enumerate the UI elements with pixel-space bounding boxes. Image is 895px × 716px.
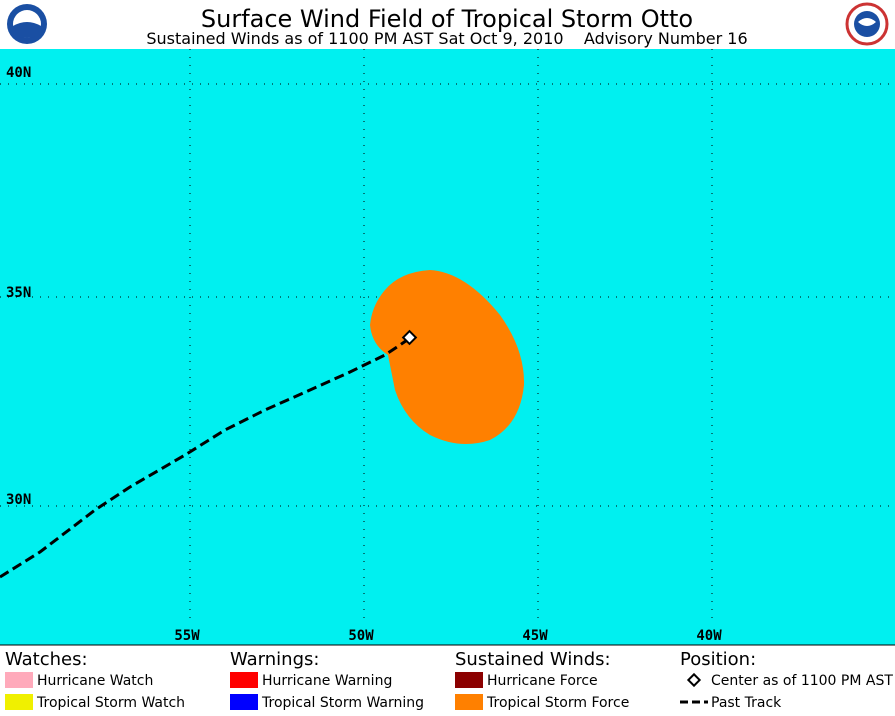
lon-label: 45W — [522, 628, 548, 644]
past-track — [0, 336, 411, 579]
legend-item: Hurricane Force — [487, 673, 598, 689]
swatch — [455, 672, 483, 688]
lat-label: 30N — [6, 492, 31, 508]
legend-item: Center as of 1100 PM AST — [711, 673, 893, 689]
subtitle: Sustained Winds as of 1100 PM AST Sat Oc… — [146, 29, 747, 48]
legend-item: Tropical Storm Force — [486, 695, 629, 711]
legend-heading: Position: — [680, 649, 756, 670]
title: Surface Wind Field of Tropical Storm Ott… — [201, 5, 693, 33]
legend-item: Tropical Storm Warning — [261, 695, 424, 711]
swatch — [686, 672, 702, 688]
graticule — [0, 49, 895, 625]
storm-center — [401, 329, 418, 346]
swatch — [230, 694, 258, 710]
legend-item: Tropical Storm Watch — [36, 695, 185, 711]
swatch — [5, 694, 33, 710]
swatch — [455, 694, 483, 710]
lon-label: 40W — [696, 628, 722, 644]
legend-heading: Watches: — [5, 649, 88, 670]
noaa-logo — [7, 4, 47, 44]
lat-label: 40N — [6, 65, 31, 81]
legend-heading: Warnings: — [230, 649, 319, 670]
tropical-storm-wind-field — [370, 270, 525, 444]
legend-item: Hurricane Warning — [262, 673, 392, 689]
lon-label: 55W — [174, 628, 200, 644]
legend-item: Hurricane Watch — [37, 673, 153, 689]
swatch — [5, 672, 33, 688]
legend-heading: Sustained Winds: — [455, 649, 611, 670]
swatch — [230, 672, 258, 688]
lon-label: 50W — [348, 628, 374, 644]
lat-label: 35N — [6, 285, 31, 301]
legend: Watches: Hurricane Watch Tropical Storm … — [5, 649, 893, 711]
legend-item: Past Track — [711, 695, 782, 711]
nws-logo — [845, 2, 889, 46]
